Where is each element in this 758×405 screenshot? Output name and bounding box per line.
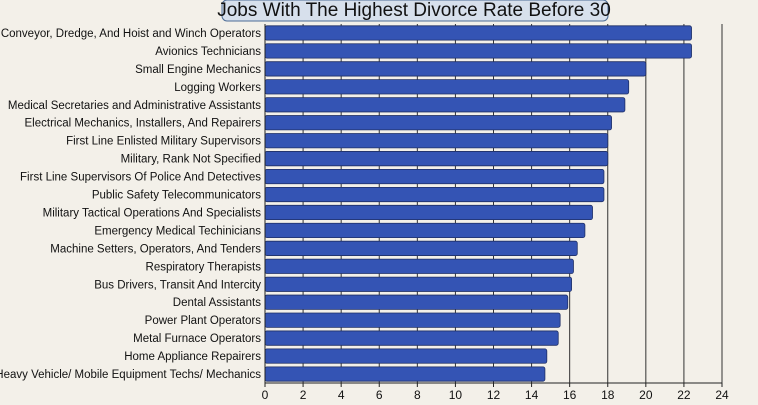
bar [264, 222, 586, 239]
x-tick-label: 20 [639, 388, 653, 402]
category-label: Machine Setters, Operators, And Tenders [50, 243, 261, 255]
category-labels: Conveyor, Dredge, And Hoist and Winch Op… [0, 28, 261, 381]
bar [264, 258, 574, 274]
category-label: Metal Furnace Operators [133, 333, 261, 345]
category-label: Military Tactical Operations And Special… [43, 207, 262, 219]
category-label: Conveyor, Dredge, And Hoist and Winch Op… [1, 28, 261, 40]
category-label: Dental Assistants [173, 297, 261, 309]
bar [264, 276, 572, 292]
x-tick-label: 0 [262, 388, 269, 402]
x-tick-label: 12 [487, 388, 501, 402]
bar [264, 151, 609, 167]
bar [264, 204, 593, 221]
category-label: Electrical Mechanics, Installers, And Re… [25, 118, 262, 130]
category-label: Public Safety Telecommunicators [92, 190, 261, 202]
title-group: Jobs With The Highest Divorce Rate Befor… [217, 0, 611, 22]
category-label: Medical Secretaries and Administrative A… [8, 100, 261, 112]
category-label: Bus Drivers, Transit And Intercity [94, 279, 261, 291]
bar [264, 97, 626, 113]
bar [264, 366, 546, 382]
bar [264, 25, 692, 41]
bar [264, 330, 559, 346]
title-highlight [221, 0, 609, 22]
x-tick-label: 22 [677, 388, 691, 402]
x-tick-label: 6 [376, 388, 383, 402]
category-label: Home Appliance Repairers [124, 351, 261, 363]
x-axis-ticks: 0 2 4 6 8 10 12 14 16 18 20 22 24 [262, 383, 729, 402]
category-label: Avionics Technicians [155, 46, 261, 58]
bar [264, 186, 605, 203]
x-tick-label: 14 [525, 388, 539, 402]
x-tick-label: 4 [338, 388, 345, 402]
category-label: Emergency Medical Techinicians [94, 225, 261, 237]
chart-title: Jobs With The Highest Divorce Rate Befor… [217, 0, 611, 21]
gridlines [302, 24, 723, 383]
x-tick-label: 8 [414, 388, 421, 402]
x-tick-label: 24 [715, 388, 729, 402]
bars [264, 25, 692, 382]
category-label: Respiratory Therapists [146, 261, 262, 273]
x-tick-label: 2 [300, 388, 307, 402]
x-tick-label: 18 [601, 388, 615, 402]
category-label: Heavy Vehicle/ Mobile Equipment Techs/ M… [0, 369, 261, 381]
category-label: Military, Rank Not Specified [121, 154, 261, 166]
bar [264, 43, 692, 59]
bar [264, 115, 612, 131]
bar [264, 294, 569, 310]
bar [264, 348, 548, 364]
bar [264, 312, 561, 328]
category-label: First Line Supervisors Of Police And Det… [20, 172, 261, 184]
category-label: First Line Enlisted Military Supervisors [66, 136, 261, 148]
category-label: Small Engine Mechanics [135, 64, 261, 76]
x-tick-label: 16 [563, 388, 577, 402]
category-label: Logging Workers [174, 82, 261, 94]
category-label: Power Plant Operators [145, 315, 262, 327]
bar [264, 79, 630, 95]
bar [264, 240, 578, 256]
x-tick-label: 10 [449, 388, 463, 402]
bar [264, 168, 605, 185]
bar [264, 61, 647, 77]
bar [264, 133, 609, 149]
